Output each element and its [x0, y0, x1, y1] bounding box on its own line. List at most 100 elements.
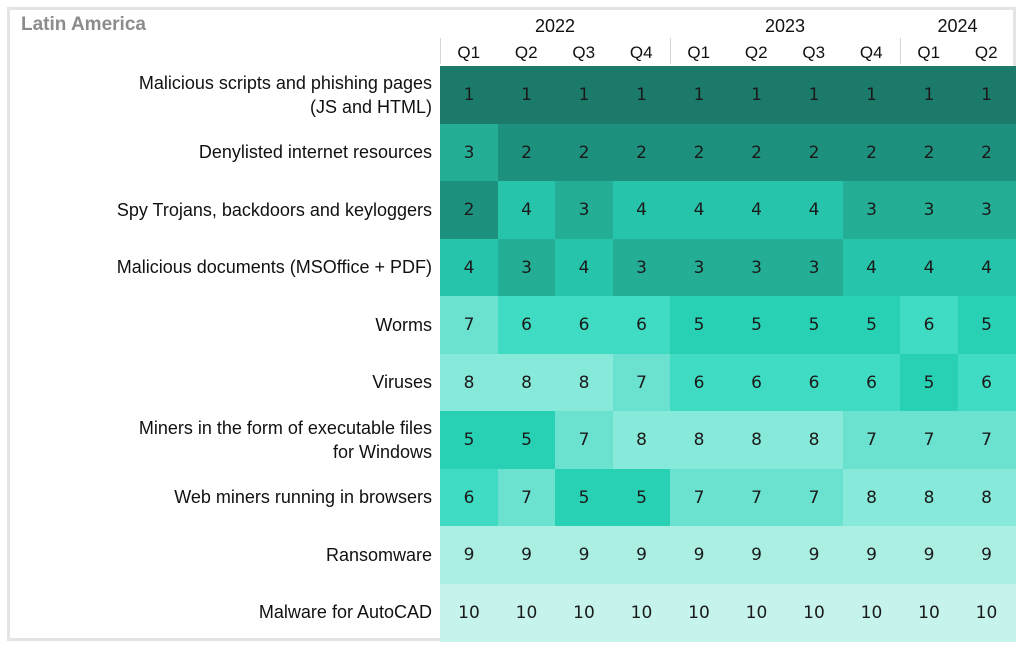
heatmap-cell: 4	[727, 181, 786, 239]
heatmap-cell: 1	[555, 66, 613, 124]
heatmap-cell: 9	[900, 526, 958, 584]
heatmap-cell: 1	[612, 66, 671, 124]
heatmap-cell: 10	[612, 583, 671, 642]
heatmap-cell: 6	[957, 353, 1016, 412]
heatmap-cell: 9	[440, 526, 498, 584]
heatmap-cell: 8	[555, 353, 613, 412]
heatmap-cell: 1	[727, 66, 786, 124]
row-label: Ransomware	[325, 544, 432, 565]
heatmap-cell: 3	[670, 238, 728, 297]
year-divider	[670, 38, 671, 64]
heatmap-cell: 5	[612, 468, 671, 527]
heatmap-cell: 6	[440, 468, 498, 527]
quarter-label: Q3	[802, 43, 826, 62]
heatmap-cell: 10	[670, 583, 728, 642]
heatmap-cell: 3	[785, 238, 843, 297]
heatmap-cell: 3	[957, 181, 1016, 239]
heatmap-cell: 7	[900, 411, 958, 469]
heatmap-cell: 3	[612, 238, 671, 297]
heatmap-cell: 4	[555, 238, 613, 297]
heatmap-cell: 5	[727, 296, 786, 354]
heatmap-cell: 5	[900, 353, 958, 412]
heatmap-cell: 10	[555, 583, 613, 642]
heatmap-cell: 3	[727, 238, 786, 297]
heatmap-cell: 4	[440, 238, 498, 297]
heatmap-cell: 9	[957, 526, 1016, 584]
heatmap-cell: 8	[612, 411, 671, 469]
heatmap-cell: 6	[785, 353, 843, 412]
heatmap-cell: 10	[727, 583, 786, 642]
heatmap-cell: 3	[555, 181, 613, 239]
heatmap-cell: 7	[842, 411, 901, 469]
row-label: Malicious scripts and phishing pages (JS…	[138, 72, 432, 117]
heatmap-cell: 4	[900, 238, 958, 297]
heatmap-cell: 4	[670, 181, 728, 239]
heatmap-cell: 10	[785, 583, 843, 642]
heatmap-cell: 9	[612, 526, 671, 584]
heatmap-cell: 2	[440, 181, 498, 239]
row-label: Malware for AutoCAD	[258, 602, 432, 623]
row-label: Miners in the form of executable files f…	[138, 417, 432, 462]
heatmap-cell: 8	[900, 468, 958, 527]
heatmap-cell: 2	[842, 123, 901, 182]
heatmap-cell: 1	[440, 66, 498, 124]
heatmap-cell: 4	[957, 238, 1016, 297]
heatmap-cell: 1	[957, 66, 1016, 124]
heatmap-cell: 8	[957, 468, 1016, 527]
row-label: Web miners running in browsers	[174, 487, 432, 508]
heatmap-cell: 1	[785, 66, 843, 124]
heatmap-cell: 5	[497, 411, 556, 469]
row-label: Spy Trojans, backdoors and keyloggers	[116, 199, 432, 220]
year-divider	[900, 38, 901, 64]
row-label: Malicious documents (MSOffice + PDF)	[116, 257, 432, 278]
heatmap-cell: 9	[842, 526, 901, 584]
heatmap-cell: 10	[440, 583, 498, 642]
heatmap-cell: 8	[842, 468, 901, 527]
heatmap-cell: 2	[957, 123, 1016, 182]
year-label: 2022	[534, 16, 576, 36]
heatmap-cell: 1	[497, 66, 556, 124]
heatmap-cell: 7	[440, 296, 498, 354]
heatmap-cell: 7	[785, 468, 843, 527]
heatmap-cell: 5	[957, 296, 1016, 354]
row-label: Worms	[375, 314, 432, 335]
heatmap-cell: 2	[555, 123, 613, 182]
quarter-label: Q2	[744, 43, 768, 62]
heatmap-cell: 10	[842, 583, 901, 642]
heatmap-cell: 2	[612, 123, 671, 182]
heatmap-cell: 8	[497, 353, 556, 412]
year-divider	[440, 38, 441, 64]
chart-title: Latin America	[21, 14, 146, 35]
row-label: Denylisted internet resources	[198, 142, 432, 163]
heatmap-cell: 5	[785, 296, 843, 354]
heatmap-cell: 7	[957, 411, 1016, 469]
heatmap-cell: 5	[842, 296, 901, 354]
row-label: Viruses	[372, 372, 432, 393]
heatmap-cell: 7	[555, 411, 613, 469]
heatmap-cell: 1	[842, 66, 901, 124]
heatmap-cell: 10	[497, 583, 556, 642]
heatmap-cell: 4	[842, 238, 901, 297]
heatmap-cell: 8	[440, 353, 498, 412]
heatmap-cell: 3	[440, 123, 498, 182]
heatmap-cell: 4	[612, 181, 671, 239]
quarter-label: Q3	[572, 43, 596, 62]
heatmap-cell: 6	[727, 353, 786, 412]
quarter-label: Q2	[974, 43, 998, 62]
heatmap-cell: 6	[900, 296, 958, 354]
quarter-label: Q2	[514, 43, 538, 62]
heatmap-cell: 4	[785, 181, 843, 239]
heatmap-cell: 6	[670, 353, 728, 412]
heatmap-cell: 10	[900, 583, 958, 642]
quarter-label: Q1	[457, 43, 481, 62]
heatmap-cell: 7	[670, 468, 728, 527]
heatmap-cell: 8	[727, 411, 786, 469]
heatmap-cell: 6	[497, 296, 556, 354]
heatmap-cell: 2	[670, 123, 728, 182]
heatmap-cell: 7	[612, 353, 671, 412]
heatmap-cell: 6	[842, 353, 901, 412]
heatmap-cell: 8	[670, 411, 728, 469]
heatmap-cell: 3	[842, 181, 901, 239]
heatmap-cell: 5	[440, 411, 498, 469]
year-label: 2023	[764, 16, 806, 36]
